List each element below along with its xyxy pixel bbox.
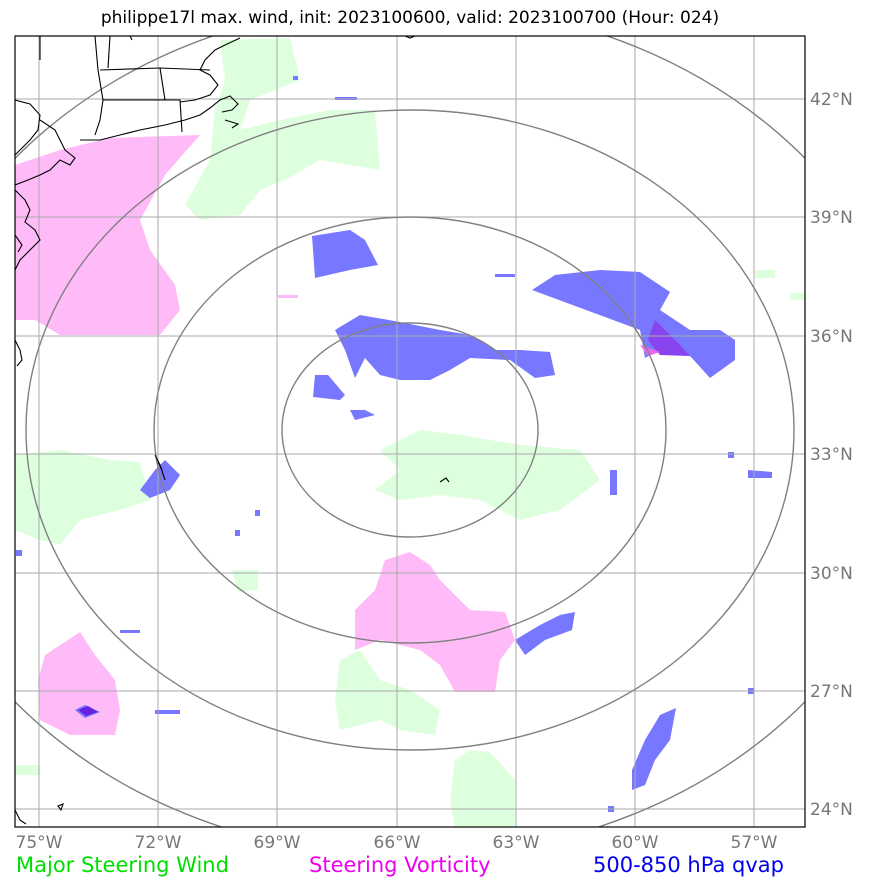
lon-label: 66°W	[374, 833, 421, 853]
map-frame	[14, 35, 806, 828]
lon-label: 69°W	[254, 833, 301, 853]
latitude-labels: 42°N 39°N 36°N 33°N 30°N 27°N 24°N	[810, 90, 853, 820]
distance-rings	[15, 36, 805, 827]
legend-steering-vorticity: Steering Vorticity	[309, 853, 491, 877]
legend-steering-wind: Major Steering Wind	[16, 853, 229, 877]
legend-qvap: 500-850 hPa qvap	[593, 853, 784, 877]
overlap-areas	[78, 320, 690, 716]
lat-label: 24°N	[810, 800, 853, 820]
steering-wind-areas	[15, 38, 805, 827]
lon-label: 63°W	[493, 833, 540, 853]
lat-label: 39°N	[810, 208, 853, 228]
coastlines	[15, 36, 450, 825]
gridlines	[15, 36, 805, 827]
lat-label: 27°N	[810, 682, 853, 702]
steering-vorticity-areas	[15, 135, 515, 735]
map-title: philippe17l max. wind, init: 2023100600,…	[100, 8, 720, 28]
lat-label: 33°N	[810, 445, 853, 465]
lat-label: 30°N	[810, 564, 853, 584]
lat-label: 42°N	[810, 90, 853, 110]
lon-label: 57°W	[731, 833, 778, 853]
lon-label: 75°W	[16, 833, 63, 853]
lat-label: 36°N	[810, 327, 853, 347]
lon-label: 60°W	[612, 833, 659, 853]
longitude-labels: 75°W 72°W 69°W 66°W 63°W 60°W 57°W	[16, 833, 778, 853]
lon-label: 72°W	[135, 833, 182, 853]
